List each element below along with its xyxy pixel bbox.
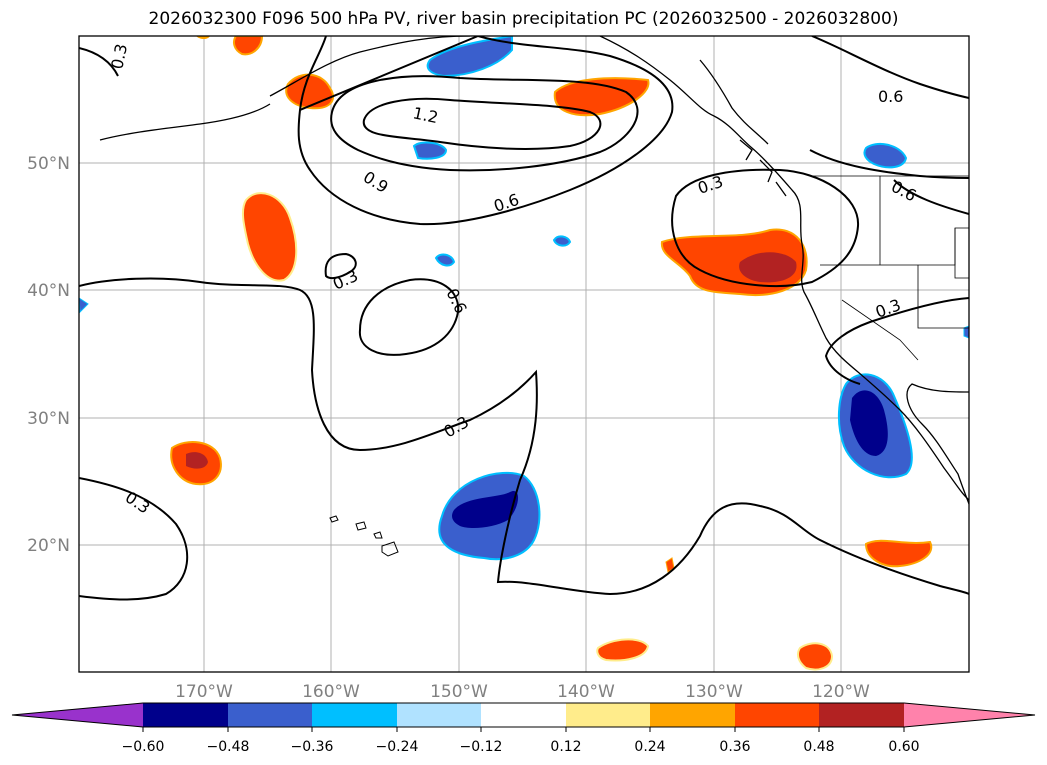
precip-blob-west-central bbox=[241, 192, 298, 282]
coast-alaska bbox=[269, 36, 969, 501]
lat-label: 30°N bbox=[27, 409, 70, 429]
precip-neg-small-1 bbox=[434, 253, 456, 267]
colorbar-segment bbox=[312, 703, 397, 727]
contour-label: 1.2 bbox=[411, 103, 440, 127]
lat-label: 50°N bbox=[27, 154, 70, 174]
precip-neg-small-2 bbox=[552, 235, 572, 247]
colorbar-tick-label: 0.60 bbox=[888, 739, 919, 755]
colorbar-tick-label: 0.36 bbox=[719, 739, 750, 755]
contour-1-2 bbox=[362, 97, 602, 150]
contour-0-6-north bbox=[297, 36, 674, 226]
lon-label: 150°W bbox=[430, 682, 488, 702]
contour-0-3-nw bbox=[79, 47, 119, 77]
colorbar: −0.60 −0.48 −0.36 −0.24 −0.12 0.12 0.24 … bbox=[11, 702, 1036, 755]
colorbar-segment bbox=[735, 703, 819, 727]
map-area bbox=[79, 36, 969, 672]
colorbar-tick-labels: −0.60 −0.48 −0.36 −0.24 −0.12 0.12 0.24 … bbox=[122, 739, 920, 755]
contour-0-3-main bbox=[79, 252, 969, 596]
lon-label: 170°W bbox=[175, 682, 233, 702]
colorbar-tick-label: 0.48 bbox=[803, 739, 834, 755]
colorbar-tick-label: −0.36 bbox=[291, 739, 334, 755]
precip-neg-east-edge bbox=[963, 325, 969, 339]
longitude-labels: 170°W 160°W 150°W 140°W 130°W 120°W bbox=[175, 682, 870, 702]
borders bbox=[812, 175, 969, 361]
pv-contours bbox=[79, 36, 969, 601]
contour-0-6-inner bbox=[358, 278, 460, 356]
precip-neg-bc bbox=[863, 142, 908, 169]
colorbar-segment bbox=[481, 703, 566, 727]
precip-core-hawaii-west bbox=[186, 452, 208, 469]
precip-blob-east-pacific-2 bbox=[797, 642, 834, 671]
contour-0-3-sw-coast bbox=[824, 297, 969, 385]
contour-0-9 bbox=[330, 75, 639, 172]
positive-precip-regions bbox=[170, 36, 933, 671]
precip-blob-baja-south bbox=[864, 539, 933, 568]
colorbar-ticks bbox=[142, 727, 905, 732]
hawaiian-islands bbox=[329, 515, 399, 557]
latitude-labels: 50°N 40°N 30°N 20°N bbox=[27, 154, 70, 556]
contour-label: 0.3 bbox=[107, 42, 131, 71]
coast-north-america-inner bbox=[906, 383, 969, 505]
contour-0-3-pnw bbox=[671, 168, 860, 287]
lon-label: 140°W bbox=[557, 682, 615, 702]
coast-bc-islands bbox=[739, 139, 787, 197]
colorbar-tick-label: 0.24 bbox=[634, 739, 665, 755]
contour-0-3-bc bbox=[809, 149, 969, 215]
colorbar-tick-label: −0.24 bbox=[376, 739, 419, 755]
map-frame bbox=[78, 35, 970, 673]
colorbar-segment bbox=[904, 703, 1035, 727]
lat-label: 40°N bbox=[27, 281, 70, 301]
coast-panhandle bbox=[699, 59, 769, 145]
colorbar-segment bbox=[566, 703, 650, 727]
precip-neg-mid-pacific bbox=[412, 141, 448, 160]
colorbar-segment bbox=[819, 703, 904, 727]
precip-blob-top-edge bbox=[233, 36, 264, 56]
colorbar-tick-label: −0.12 bbox=[460, 739, 503, 755]
colorbar-tick-label: −0.60 bbox=[122, 739, 165, 755]
precip-blob-east-pacific-1 bbox=[596, 638, 650, 662]
colorbar-tick-label: −0.48 bbox=[207, 739, 250, 755]
contour-label: 0.6 bbox=[878, 87, 903, 106]
negative-precip-regions bbox=[79, 36, 969, 561]
colorbar-tick-label: 0.12 bbox=[550, 739, 581, 755]
contour-0-6-east bbox=[811, 36, 969, 99]
colorbar-segment bbox=[143, 703, 228, 727]
precip-blob-aleutian bbox=[285, 73, 335, 110]
coastlines bbox=[99, 36, 969, 505]
map-title: 2026032300 F096 500 hPa PV, river basin … bbox=[148, 9, 899, 29]
lon-label: 160°W bbox=[302, 682, 360, 702]
precip-blob-gulf-alaska bbox=[553, 77, 650, 117]
precip-core-pnw bbox=[739, 252, 797, 283]
colorbar-segment bbox=[650, 703, 735, 727]
precip-neg-baja-core bbox=[850, 390, 888, 456]
precip-neg-hawaii-core bbox=[452, 490, 519, 528]
contour-0-3-sw bbox=[79, 477, 189, 601]
colorbar-segment bbox=[397, 703, 481, 727]
lon-label: 120°W bbox=[812, 682, 870, 702]
colorbar-segment bbox=[228, 703, 312, 727]
lat-label: 20°N bbox=[27, 536, 70, 556]
coast-aleutian-islands bbox=[99, 103, 271, 141]
precip-neg-alaska-coast bbox=[426, 36, 513, 78]
precip-blob-top-left bbox=[196, 36, 210, 39]
lon-label: 130°W bbox=[685, 682, 743, 702]
colorbar-segment bbox=[12, 703, 143, 727]
